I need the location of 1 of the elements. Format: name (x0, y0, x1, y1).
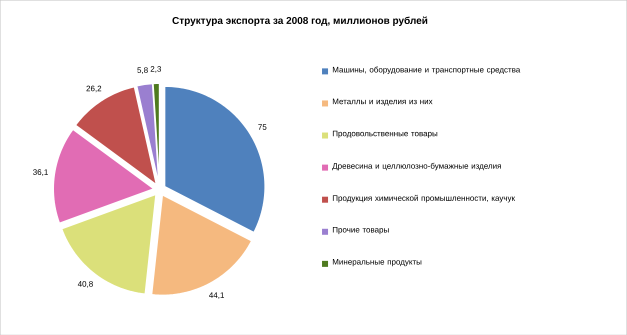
chart-title: Структура экспорта за 2008 год, миллионов рублей (172, 16, 428, 26)
